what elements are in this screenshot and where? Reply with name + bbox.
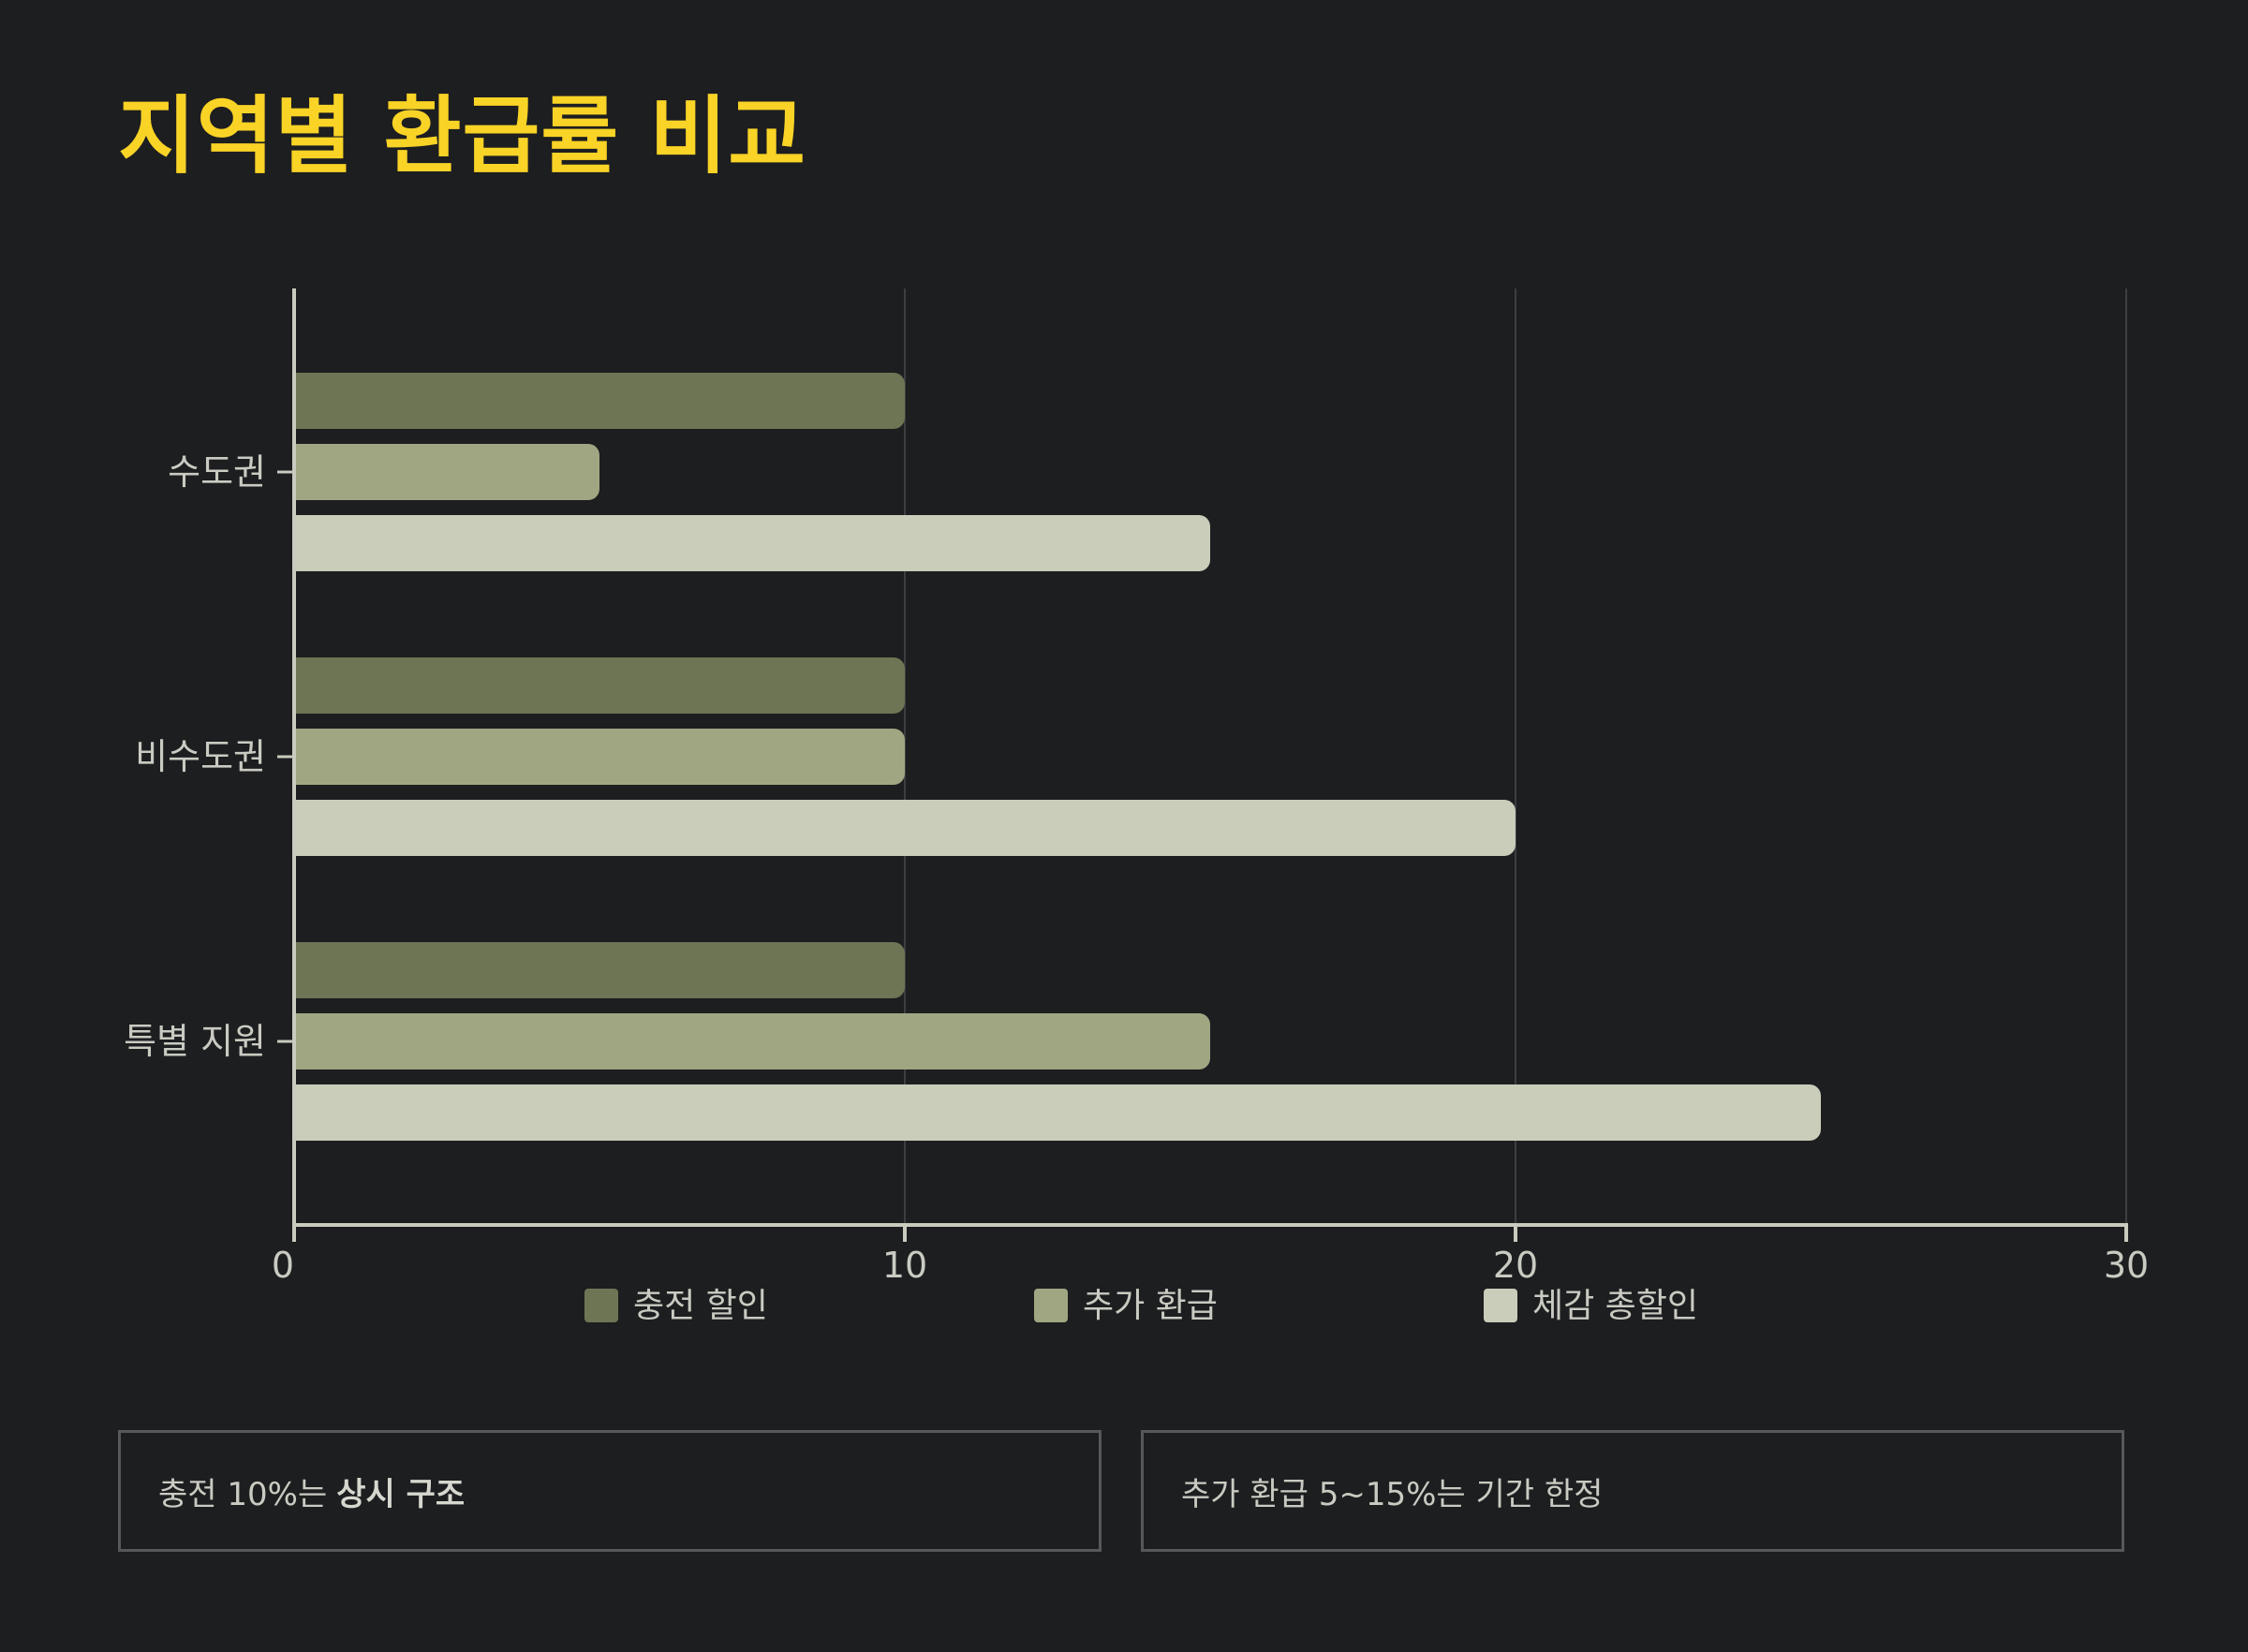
- bar-edge: [294, 444, 307, 500]
- chart-title: 지역별 환급률 비교: [118, 87, 807, 185]
- bar-1-2: [294, 657, 905, 714]
- bar-2-1: [294, 444, 599, 500]
- x-tick-label: 10: [882, 1245, 927, 1286]
- x-tick-label: 20: [1493, 1245, 1538, 1286]
- note-text: 추가 환급 5~15%는 기간 한정: [1181, 1475, 1604, 1513]
- note-box-extra-refund: 추가 환급 5~15%는 기간 한정: [1141, 1430, 2124, 1552]
- legend-swatch: [1034, 1289, 1068, 1322]
- bar-edge: [294, 1084, 307, 1141]
- legend-swatch: [584, 1289, 618, 1322]
- y-tick-label: 수도권: [168, 451, 266, 493]
- y-tick-label: 특별 지원: [124, 1021, 266, 1062]
- x-tick-label: 30: [2104, 1245, 2149, 1286]
- bar-edge: [294, 800, 307, 856]
- bar-1-3: [294, 942, 905, 998]
- bar-edge: [294, 657, 307, 714]
- bar-edge: [294, 942, 307, 998]
- bar-3-1: [294, 515, 1210, 571]
- bar-edge: [294, 729, 307, 785]
- legend-label: 추가 환급: [1083, 1287, 1218, 1325]
- bar-edge: [294, 515, 307, 571]
- note-emphasis: 상시 구조: [336, 1475, 466, 1513]
- bar-edge: [294, 373, 307, 429]
- bar-3-2: [294, 800, 1516, 856]
- legend: 충전 할인 추가 환급 체감 총할인: [584, 1287, 1698, 1325]
- y-tick-label: 비수도권: [135, 736, 266, 777]
- bar-2-2: [294, 729, 905, 785]
- x-tick-label: 0: [272, 1245, 294, 1286]
- legend-label: 체감 총할인: [1532, 1287, 1698, 1325]
- note-text: 충전 10%는: [158, 1475, 328, 1513]
- bar-2-3: [294, 1013, 1210, 1069]
- bar-edge: [294, 1013, 307, 1069]
- legend-label: 충전 할인: [633, 1287, 768, 1325]
- note-box-charging: 충전 10%는 상시 구조: [118, 1430, 1102, 1552]
- bars: [294, 373, 1821, 1141]
- bar-1-1: [294, 373, 905, 429]
- legend-swatch: [1484, 1289, 1517, 1322]
- bar-3-3: [294, 1084, 1821, 1141]
